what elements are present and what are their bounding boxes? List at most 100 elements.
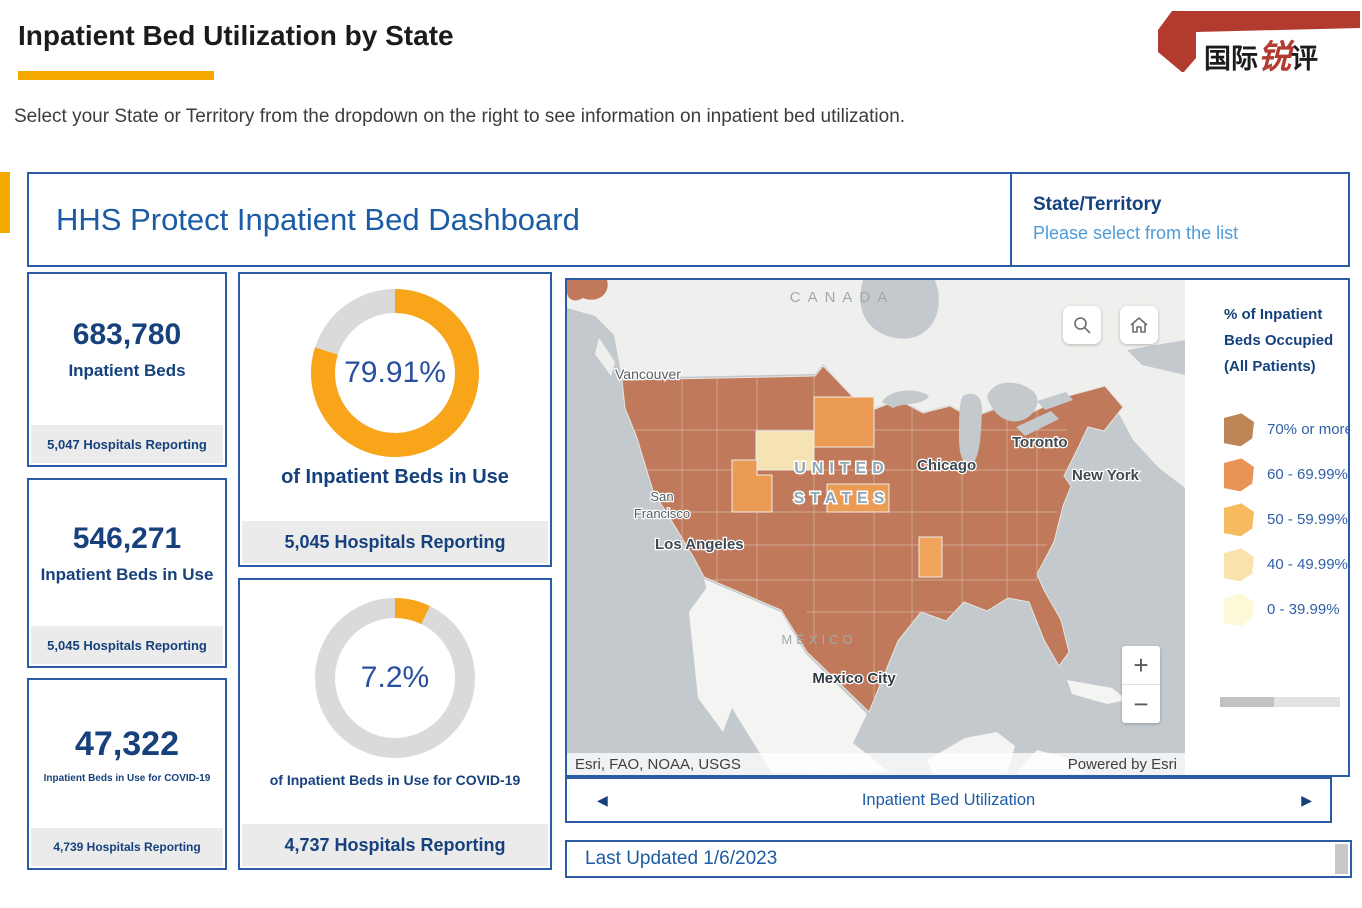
map-legend: % of Inpatient Beds Occupied (All Patien… [1187, 280, 1348, 775]
map-mexico-land [704, 579, 889, 775]
label-canada: CANADA [790, 289, 895, 306]
stat-footer: 5,047 Hospitals Reporting [31, 425, 223, 463]
stat-card-inpatient-beds: 683,780 Inpatient Beds 5,047 Hospitals R… [27, 272, 227, 467]
logo-text: 国际锐评 [1204, 38, 1318, 75]
donut-percent: 7.2% [361, 661, 429, 694]
state-south-dakota[interactable] [813, 396, 875, 448]
legend-item: 0 - 39.99% [1224, 587, 1348, 632]
donut-chart-beds-in-use: 79.91% [311, 289, 479, 457]
label-los-angeles: Los Angeles [655, 536, 744, 553]
legend-label: 70% or more [1267, 421, 1348, 439]
map-labels: CANADA Vancouver Toronto Chicago New Yor… [614, 289, 1141, 688]
donut-panel-covid-beds: 7.2% of Inpatient Beds in Use for COVID-… [238, 578, 552, 870]
last-updated-text: Last Updated 1/6/2023 [585, 848, 778, 869]
search-icon [1074, 317, 1091, 334]
map-search-button[interactable] [1063, 306, 1101, 344]
legend-items: 70% or more 60 - 69.99% 50 - 59.99% 40 -… [1224, 407, 1348, 632]
label-vancouver: Vancouver [615, 366, 681, 382]
map-canada-land [567, 280, 1185, 488]
brand-logo: 国际锐评 [1152, 4, 1362, 75]
donut-footer: 4,737 Hospitals Reporting [242, 824, 548, 866]
map-zoom-control: + − [1122, 646, 1160, 723]
label-toronto: Toronto [1012, 434, 1068, 451]
map-vancouver-island [595, 338, 615, 376]
zoom-divider [1122, 684, 1160, 685]
donut-caption: of Inpatient Beds in Use [281, 466, 509, 488]
map-panel: CANADA Vancouver Toronto Chicago New Yor… [565, 278, 1350, 777]
legend-scrollbar-thumb[interactable] [1220, 697, 1274, 707]
state-mississippi[interactable] [918, 536, 943, 578]
legend-item: 60 - 69.99% [1224, 452, 1348, 497]
legend-title: % of Inpatient Beds Occupied (All Patien… [1224, 306, 1334, 375]
stat-footer: 4,739 Hospitals Reporting [31, 828, 223, 866]
map-home-button[interactable] [1120, 306, 1158, 344]
stat-value: 47,322 [75, 724, 179, 763]
label-san-francisco-2: Francisco [634, 506, 690, 521]
legend-label: 40 - 49.99% [1267, 556, 1348, 574]
state-boundaries [622, 370, 1067, 712]
label-new-york: New York [1072, 467, 1140, 484]
left-accent-bar [0, 172, 10, 233]
map-alaska-corner [567, 280, 608, 301]
stat-value: 546,271 [72, 521, 182, 555]
last-updated-bar: Last Updated 1/6/2023 [565, 840, 1352, 878]
donut-footer: 5,045 Hospitals Reporting [242, 521, 548, 563]
map-caption-label: Inpatient Bed Utilization [861, 790, 1036, 809]
label-chicago: Chicago [917, 457, 976, 474]
map-caption-bar: ◀ Inpatient Bed Utilization ▶ [565, 777, 1332, 823]
stat-label: Inpatient Beds in Use [40, 564, 214, 584]
donut-caption: of Inpatient Beds in Use for COVID-19 [269, 772, 521, 788]
label-states: STATES [794, 490, 891, 507]
donut-percent: 79.91% [344, 356, 446, 389]
zoom-in-button[interactable]: + [1133, 649, 1149, 680]
selector-placeholder[interactable]: Please select from the list [1033, 223, 1239, 243]
legend-swatch [1224, 548, 1254, 582]
state-territory-selector[interactable]: State/Territory Please select from the l… [1010, 174, 1348, 265]
dashboard-header: HHS Protect Inpatient Bed Dashboard Stat… [27, 172, 1350, 267]
label-united: UNITED [794, 460, 890, 477]
donut-panel-beds-in-use: 79.91% of Inpatient Beds in Use 5,045 Ho… [238, 272, 552, 567]
dashboard-title: HHS Protect Inpatient Bed Dashboard [56, 201, 580, 237]
state-kansas[interactable] [826, 483, 890, 513]
home-icon [1130, 317, 1148, 333]
state-utah[interactable] [731, 459, 773, 513]
donut-chart-covid-beds: 7.2% [315, 598, 475, 758]
legend-item: 40 - 49.99% [1224, 542, 1348, 587]
next-arrow-icon[interactable]: ▶ [1301, 791, 1312, 808]
stat-label: Inpatient Beds [68, 361, 186, 380]
map-attribution: Esri, FAO, NOAA, USGS Powered by Esri [567, 753, 1185, 775]
page-title: Inpatient Bed Utilization by State [18, 20, 454, 51]
map-cuba [1067, 680, 1127, 704]
stat-card-beds-in-use: 546,271 Inpatient Beds in Use 5,045 Hosp… [27, 478, 227, 668]
prev-arrow-icon[interactable]: ◀ [597, 791, 608, 808]
legend-swatch [1224, 413, 1254, 447]
legend-scrollbar[interactable] [1220, 697, 1340, 707]
stat-value: 683,780 [72, 318, 182, 351]
legend-label: 60 - 69.99% [1267, 466, 1348, 484]
logo-frame-shape [1158, 11, 1360, 72]
great-lakes [860, 280, 1185, 466]
map-baja [689, 587, 735, 732]
page-subtitle: Select your State or Territory from the … [14, 106, 906, 127]
stat-label: Inpatient Beds in Use for COVID-19 [43, 772, 211, 784]
legend-item: 50 - 59.99% [1224, 497, 1348, 542]
label-mexico-city: Mexico City [812, 670, 896, 687]
legend-swatch [1224, 593, 1254, 627]
legend-swatch [1224, 503, 1254, 537]
label-san-francisco: San [650, 489, 673, 504]
legend-label: 0 - 39.99% [1267, 601, 1340, 619]
legend-label: 50 - 59.99% [1267, 511, 1348, 529]
stat-footer: 5,045 Hospitals Reporting [31, 626, 223, 664]
attribution-sources: Esri, FAO, NOAA, USGS [575, 755, 741, 773]
legend-item: 70% or more [1224, 407, 1348, 452]
last-updated-scrollbar-thumb[interactable] [1335, 844, 1348, 874]
label-mexico: MÉXICO [781, 632, 856, 647]
zoom-out-button[interactable]: − [1133, 688, 1149, 719]
map-svg: CANADA Vancouver Toronto Chicago New Yor… [567, 280, 1185, 775]
title-underline [18, 71, 214, 80]
choropleth-map[interactable]: CANADA Vancouver Toronto Chicago New Yor… [567, 280, 1185, 775]
state-wyoming[interactable] [755, 430, 815, 471]
stat-card-covid-beds: 47,322 Inpatient Beds in Use for COVID-1… [27, 678, 227, 870]
attribution-esri: Powered by Esri [1067, 755, 1177, 773]
